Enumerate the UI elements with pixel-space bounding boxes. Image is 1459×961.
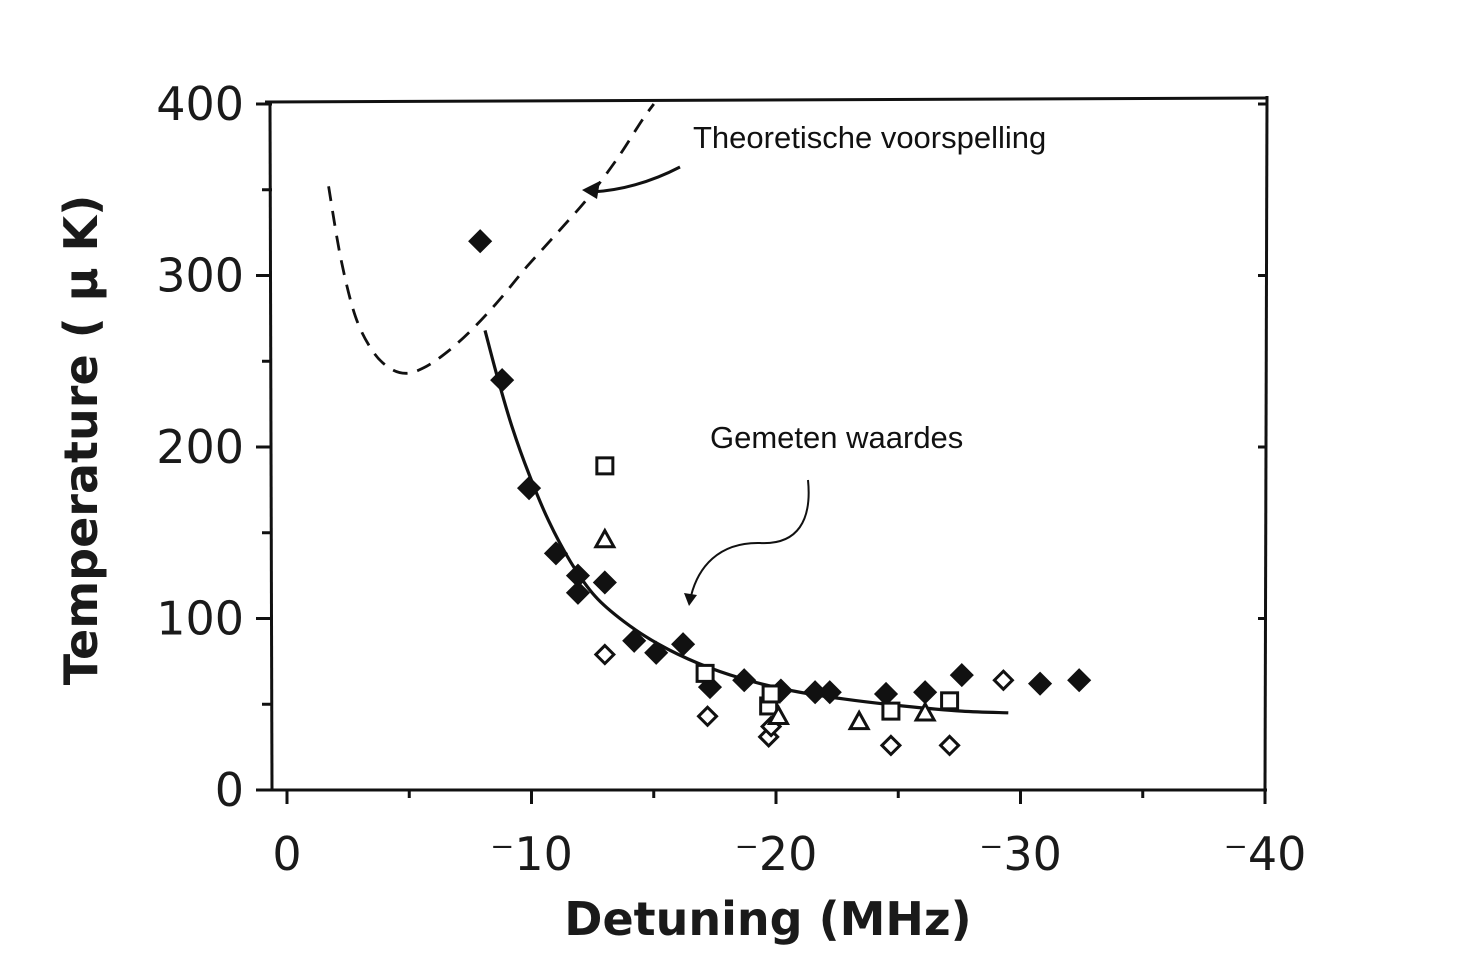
fit-curve	[483, 329, 1009, 715]
y-tick-label: 100	[156, 592, 244, 646]
open-diamond-point	[696, 705, 719, 728]
y-tick-label: 400	[156, 77, 244, 131]
filled-diamond-point	[565, 580, 591, 605]
filled-diamond-point	[490, 368, 515, 393]
theory-curve	[327, 103, 655, 375]
frame-right	[1263, 95, 1269, 791]
curves	[327, 103, 1009, 715]
data-markers	[468, 229, 1092, 757]
open-square-point	[695, 663, 715, 683]
annotation-arrow-measured	[690, 479, 810, 597]
annotation-arrowhead-measured	[684, 593, 697, 606]
annotation-measured-label: Gemeten waardes	[710, 420, 963, 455]
open-diamond-point	[938, 734, 961, 757]
open-diamond-point	[879, 734, 903, 757]
open-triangle-point	[847, 709, 871, 731]
open-square-point	[940, 691, 960, 711]
annotation-arrows	[582, 165, 810, 606]
open-square-point	[881, 701, 901, 721]
frame-top	[264, 96, 1268, 104]
filled-diamond-point	[543, 541, 569, 566]
open-square-point	[595, 456, 615, 476]
x-tick-label: ⁻40	[1224, 827, 1307, 881]
x-tick-label: ⁻20	[735, 827, 818, 881]
open-square-point	[761, 684, 781, 704]
filled-diamond-point	[817, 680, 842, 705]
open-triangle-point	[766, 704, 790, 725]
axis-tick-labels: 0 ⁻10 ⁻20 ⁻30 ⁻40 0 100 200 300 400	[156, 77, 1306, 881]
annotation-arrowhead-theory	[582, 181, 600, 199]
filled-diamond-point	[1067, 668, 1092, 693]
filled-diamond-point	[622, 628, 647, 653]
filled-diamond-point	[732, 668, 757, 693]
open-diamond-point	[992, 669, 1015, 692]
x-tick-label: 0	[272, 827, 301, 881]
y-tick-label: 0	[215, 763, 244, 817]
x-tick-label: ⁻10	[490, 827, 573, 881]
filled-diamond-point	[949, 663, 974, 688]
y-tick-label: 200	[156, 420, 244, 474]
filled-diamond-point	[592, 570, 617, 595]
open-triangle-point	[913, 700, 937, 722]
y-axis-title: Temperature ( μ K)	[54, 195, 108, 685]
filled-diamond-point	[671, 632, 696, 657]
filled-diamond-point	[644, 640, 669, 665]
axis-ticks	[256, 102, 1267, 804]
filled-diamond-point	[913, 680, 938, 705]
open-triangle-point	[593, 527, 617, 549]
annotation-arrow-theory	[591, 165, 681, 194]
x-tick-label: ⁻30	[979, 827, 1062, 881]
open-diamond-point	[593, 643, 616, 666]
filled-diamond-point	[516, 476, 542, 501]
filled-diamond-point	[468, 229, 493, 254]
y-tick-label: 300	[156, 249, 244, 303]
annotation-theory-label: Theoretische voorspelling	[693, 120, 1046, 155]
x-axis-title: Detuning (MHz)	[564, 892, 971, 946]
filled-diamond-point	[1027, 671, 1053, 696]
